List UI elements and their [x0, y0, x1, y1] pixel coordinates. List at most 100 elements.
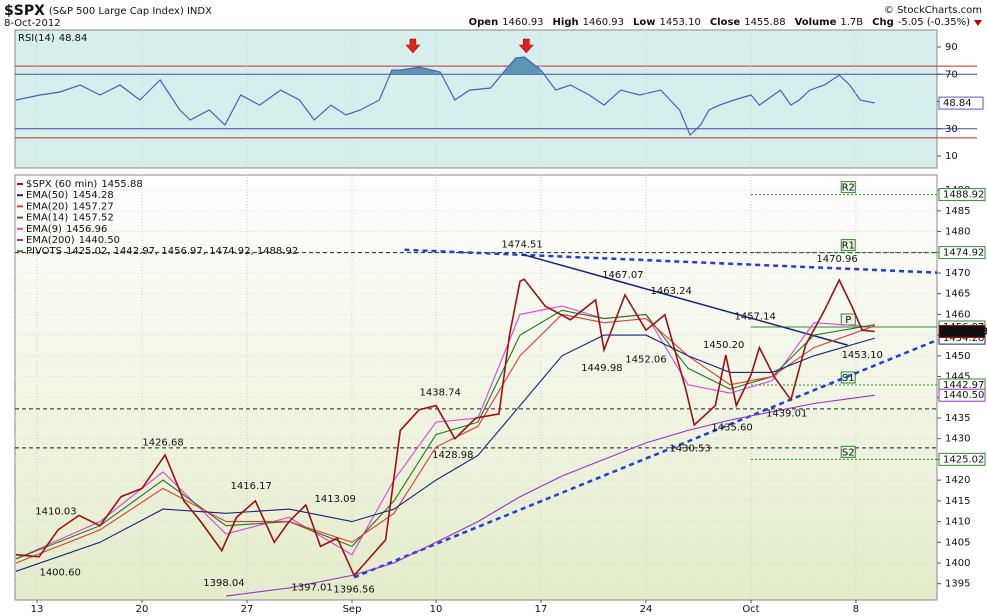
pivot-name: S2: [842, 447, 855, 458]
price-annotation: 1463.24: [650, 286, 691, 297]
y-tick-label: 1405: [945, 537, 970, 548]
date: 8-Oct-2012: [4, 18, 61, 29]
trendline: [353, 338, 938, 579]
rsi-line: [15, 56, 875, 137]
value-tag-label: 1455.88: [943, 326, 987, 337]
price-annotation: 1457.14: [734, 311, 775, 322]
legend-swatch: [17, 194, 23, 197]
legend-value: 1454.28: [72, 190, 113, 201]
price-annotation: 1453.10: [842, 350, 883, 361]
x-tick-label: 13: [31, 604, 44, 615]
copyright: © StockCharts.com: [884, 5, 982, 16]
price-annotation: 1467.07: [602, 270, 643, 281]
y-tick-label: 10: [945, 151, 958, 162]
signal-arrow: [518, 38, 534, 54]
legend-name: EMA(200): [26, 235, 75, 246]
legend-entry: EMA(9) 1456.96: [26, 224, 107, 235]
rsi-value-tag: [938, 96, 984, 110]
value-tag: [938, 388, 986, 402]
legend-swatch: [17, 239, 23, 241]
legend-swatch: [17, 250, 23, 253]
ema-line: [15, 334, 875, 572]
legend-swatch: [17, 205, 23, 208]
symbol: $SPX: [4, 3, 45, 19]
y-tick-label: 1470: [945, 268, 970, 279]
x-tick-label: 8: [853, 604, 859, 615]
pivot-value-tag-label: 1474.92: [943, 248, 984, 259]
y-tick-label: 1445: [945, 372, 970, 383]
price-annotation: 1452.06: [625, 354, 666, 365]
pivot-value-tag-label: 1488.92: [943, 190, 984, 201]
quote-label: Close: [710, 17, 741, 28]
quote-label: Open: [469, 17, 499, 28]
y-tick-label: 1485: [945, 206, 970, 217]
legend-value: 1440.50: [79, 235, 120, 246]
legend-name: EMA(50): [26, 190, 68, 201]
y-tick-label: 1435: [945, 413, 970, 424]
x-tick-label: 27: [241, 604, 254, 615]
price-annotation: 1449.98: [581, 363, 622, 374]
legend-name: PIVOTS: [26, 246, 62, 257]
pivot-value-tag-label: 1442.97: [943, 380, 984, 391]
value-tag-label: 1440.50: [943, 390, 984, 401]
pivot-value-tag: [938, 452, 986, 466]
y-tick-label: 90: [945, 42, 958, 53]
y-tick-label: 1415: [945, 496, 970, 507]
y-tick-label: 1410: [945, 517, 970, 528]
quote-value: 1460.93: [502, 17, 543, 28]
rsi-name: RSI(14): [18, 33, 55, 44]
trendline: [404, 248, 938, 274]
legend-entry: PIVOTS 1425.02, 1442.97, 1456.97, 1474.92…: [26, 246, 298, 257]
price-annotation: 1450.20: [703, 340, 744, 351]
value-tag-label: 1454.28: [943, 333, 984, 344]
price-annotation: 1430.53: [669, 444, 710, 455]
y-tick-label: 1460: [945, 309, 970, 320]
y-tick-label: 1395: [945, 579, 970, 590]
legend-value: 1455.88: [101, 179, 142, 190]
y-tick-label: 1450: [945, 351, 970, 362]
x-tick-label: 17: [535, 604, 548, 615]
legend-name: EMA(9): [26, 224, 62, 235]
quote-value: -5.05 (-0.35%): [898, 17, 970, 28]
legend-name: EMA(14): [26, 213, 68, 224]
legend-name: EMA(20): [26, 201, 68, 212]
x-tick-label: 24: [640, 604, 653, 615]
x-tick-label: 20: [136, 604, 149, 615]
pivot-name-box: [840, 239, 856, 252]
rsi-legend: RSI(14) 48.84: [18, 33, 87, 44]
ema-line: [15, 305, 875, 560]
quote-value: 1455.88: [744, 17, 785, 28]
header-title: $SPX (S&P 500 Large Cap Index) INDX: [4, 3, 212, 19]
legend-name: $SPX (60 min): [26, 179, 97, 190]
rsi-value-tag-label: 48.84: [943, 98, 972, 109]
quote-label: Low: [633, 17, 655, 28]
value-tag: [938, 324, 986, 338]
pivot-name: R1: [842, 241, 855, 252]
legend-value: 1425.02, 1442.97, 1456.97, 1474.92, 1488…: [66, 246, 298, 257]
price-annotation: 1428.98: [432, 450, 473, 461]
legend-swatch: [17, 216, 23, 219]
price-annotation: 1400.60: [39, 568, 80, 579]
quote-value: 1.7B: [840, 17, 863, 28]
price-annotation: 1470.96: [816, 254, 857, 265]
y-tick-label: 1465: [945, 289, 970, 300]
price-annotation: 1398.04: [203, 578, 244, 589]
y-tick-label: 1430: [945, 434, 970, 445]
y-tick-label: 1480: [945, 227, 970, 238]
legend-value: 1456.96: [66, 224, 107, 235]
pivot-value-tag-label: 1425.02: [943, 454, 984, 465]
price-annotation: 1410.03: [35, 506, 76, 517]
legend-entry: EMA(50) 1454.28: [26, 190, 114, 201]
price-annotation: 1439.01: [766, 408, 807, 419]
signal-arrow: [405, 38, 421, 54]
price-annotation: 1438.74: [420, 387, 461, 398]
pivot-value-tag: [938, 246, 986, 260]
rsi-panel: [14, 29, 938, 169]
price-annotation: 1397.01: [291, 582, 332, 593]
quote-label: Volume: [795, 17, 837, 28]
price-annotation: 1474.51: [501, 239, 542, 250]
quote-value: 1460.93: [583, 17, 624, 28]
x-tick-label: Sep: [343, 604, 362, 615]
quote-label: High: [553, 17, 579, 28]
ema-line: [15, 313, 875, 564]
